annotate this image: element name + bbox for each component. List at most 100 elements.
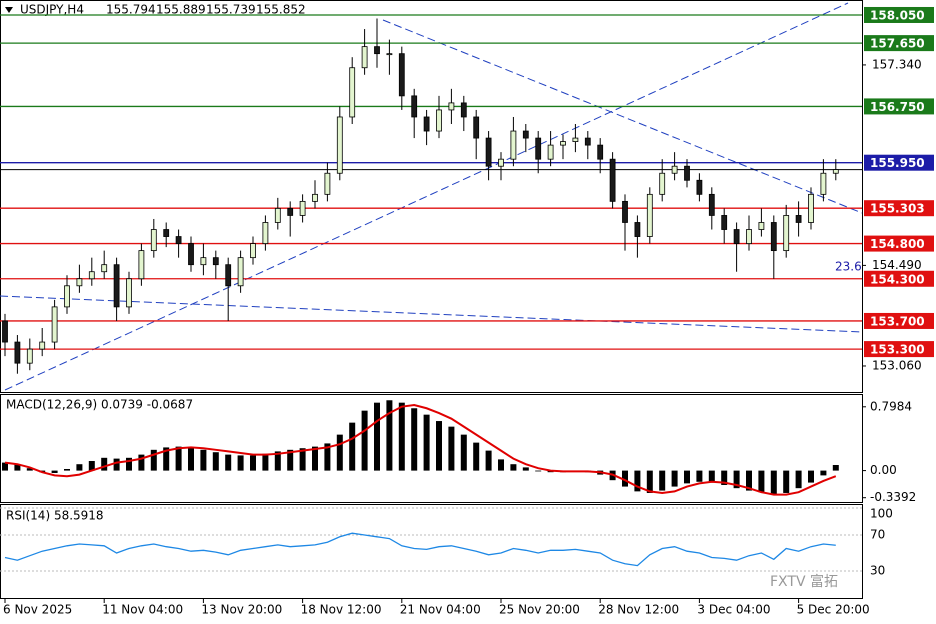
macd-bar bbox=[336, 434, 343, 471]
candle-body bbox=[138, 250, 145, 280]
candle-body bbox=[386, 53, 393, 56]
candle-body bbox=[175, 236, 182, 244]
macd-bar bbox=[113, 458, 120, 471]
level-label: 158.050 bbox=[870, 8, 925, 22]
macd-bar bbox=[448, 426, 455, 471]
macd-bar bbox=[411, 408, 418, 471]
macd-bar bbox=[324, 443, 331, 471]
candle-body bbox=[163, 229, 170, 237]
macd-bar bbox=[101, 457, 108, 471]
candle-body bbox=[113, 264, 120, 308]
candle-body bbox=[634, 222, 641, 237]
macd-bar bbox=[646, 470, 653, 493]
candle-body bbox=[361, 46, 368, 69]
candle-body bbox=[262, 222, 269, 244]
candle-body bbox=[659, 172, 666, 195]
candle-body bbox=[150, 229, 157, 252]
macd-bar bbox=[262, 453, 269, 471]
candle-body bbox=[88, 271, 95, 280]
ohlc-value: 155.794 bbox=[106, 3, 156, 17]
x-tick-label: 11 Nov 04:00 bbox=[102, 603, 183, 617]
candle-body bbox=[671, 165, 678, 174]
level-label-box bbox=[864, 98, 934, 115]
candle-body bbox=[411, 95, 418, 118]
macd-bar bbox=[473, 442, 480, 471]
macd-bar bbox=[832, 465, 839, 471]
candle-body bbox=[522, 130, 529, 139]
candle-body bbox=[423, 116, 430, 132]
candle-body bbox=[758, 222, 765, 230]
candle-body bbox=[783, 215, 790, 252]
candle-body bbox=[770, 222, 777, 252]
candle-body bbox=[250, 243, 256, 259]
macd-bar bbox=[423, 414, 430, 471]
level-label: 154.800 bbox=[870, 237, 925, 251]
candle-body bbox=[336, 116, 343, 174]
level-label: 154.300 bbox=[870, 272, 925, 286]
macd-bar bbox=[2, 462, 8, 471]
macd-bar bbox=[634, 470, 641, 492]
candle-body bbox=[126, 278, 132, 308]
macd-bar bbox=[88, 461, 95, 471]
header: USDJPY,H4 155.794 155.889 155.739 155.85… bbox=[20, 3, 306, 17]
candle-body bbox=[721, 215, 728, 230]
macd-bar bbox=[783, 470, 790, 493]
macd-y-tick-label: 0.00 bbox=[870, 463, 897, 477]
y-tick-label: 153.060 bbox=[872, 358, 922, 372]
macd-bar bbox=[510, 464, 517, 471]
macd-bar bbox=[237, 455, 244, 471]
candle-body bbox=[572, 137, 579, 142]
candle-body bbox=[622, 200, 628, 223]
level-label: 153.700 bbox=[870, 314, 925, 328]
macd-bar bbox=[708, 470, 715, 483]
macd-bar bbox=[374, 402, 380, 471]
trendline bbox=[382, 19, 863, 214]
rsi-y-tick-label: 30 bbox=[870, 564, 885, 578]
level-label-box bbox=[864, 270, 934, 287]
candle-body bbox=[349, 67, 356, 118]
macd-bar bbox=[26, 468, 33, 471]
level-label-box bbox=[864, 6, 934, 23]
candle-body bbox=[312, 193, 318, 202]
candle-body bbox=[51, 306, 58, 343]
y-tick-label: 157.340 bbox=[872, 57, 922, 71]
macd-bar bbox=[659, 470, 666, 491]
level-label: 155.303 bbox=[870, 202, 925, 216]
level-label: 156.750 bbox=[870, 100, 925, 114]
candle-body bbox=[200, 257, 207, 266]
candle-body bbox=[299, 200, 306, 216]
macd-title: MACD(12,26,9) 0.0739 -0.0687 bbox=[6, 398, 193, 412]
candle-body bbox=[535, 137, 542, 160]
candle-body bbox=[324, 172, 331, 195]
candle-body bbox=[274, 208, 281, 223]
macd-bar bbox=[696, 470, 703, 482]
candle-body bbox=[498, 158, 504, 167]
rsi-y-tick-label: 100 bbox=[870, 507, 893, 521]
candle-body bbox=[287, 208, 294, 216]
macd-bar bbox=[758, 470, 765, 493]
candle-body bbox=[14, 341, 21, 364]
candle-body bbox=[696, 179, 703, 195]
macd-bar bbox=[622, 470, 628, 487]
macd-bar bbox=[398, 402, 405, 471]
macd-bar bbox=[212, 452, 219, 471]
fib-label: 23.6 bbox=[835, 260, 862, 274]
rsi-line bbox=[4, 532, 836, 567]
macd-bar bbox=[64, 468, 70, 471]
macd-bar bbox=[460, 434, 467, 471]
level-label: 155.950 bbox=[870, 156, 925, 170]
macd-bar bbox=[361, 410, 368, 471]
x-tick-label: 21 Nov 04:00 bbox=[400, 603, 481, 617]
level-label-box bbox=[864, 35, 934, 52]
x-tick-label: 18 Nov 12:00 bbox=[301, 603, 382, 617]
macd-bar bbox=[386, 400, 393, 471]
candle-body bbox=[398, 53, 405, 97]
candle-body bbox=[76, 278, 83, 287]
candle-body bbox=[609, 158, 616, 202]
ohlc-value: 155.739 bbox=[206, 3, 256, 17]
candle-body bbox=[448, 102, 455, 111]
candle-body bbox=[560, 141, 566, 146]
macd-bar bbox=[163, 447, 170, 471]
